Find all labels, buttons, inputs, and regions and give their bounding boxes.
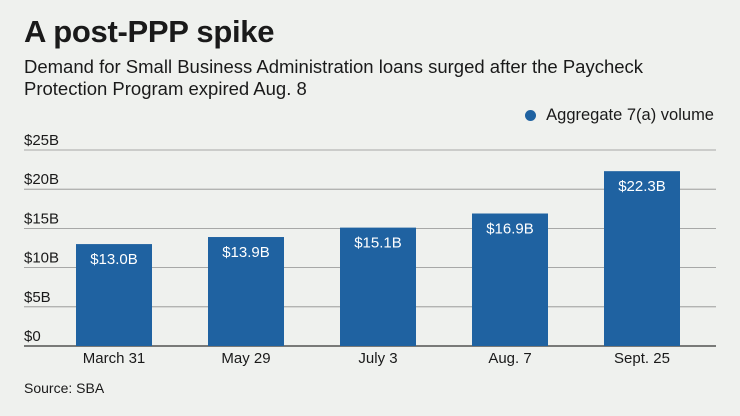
bar bbox=[604, 171, 680, 346]
bar bbox=[340, 227, 416, 346]
legend-marker bbox=[525, 110, 537, 121]
x-tick-label: Sept. 25 bbox=[614, 350, 670, 367]
data-label: $13.9B bbox=[222, 244, 270, 261]
bar bbox=[208, 237, 284, 346]
y-tick-label: $0 bbox=[24, 328, 41, 345]
y-tick-label: $5B bbox=[24, 289, 51, 306]
chart-title: A post-PPP spike bbox=[24, 14, 275, 49]
x-tick-label: Aug. 7 bbox=[488, 350, 531, 367]
data-label: $16.9B bbox=[486, 221, 534, 238]
chart-subtitle: Demand for Small Business Administration… bbox=[24, 56, 644, 99]
bar bbox=[76, 244, 152, 346]
legend-label: Aggregate 7(a) volume bbox=[546, 106, 714, 124]
bar bbox=[472, 213, 548, 346]
data-label: $15.1B bbox=[354, 235, 402, 252]
y-tick-label: $15B bbox=[24, 210, 59, 227]
y-tick-label: $25B bbox=[24, 132, 59, 149]
x-tick-label: May 29 bbox=[221, 350, 270, 367]
legend: Aggregate 7(a) volume bbox=[525, 106, 714, 125]
x-tick-label: March 31 bbox=[83, 350, 146, 367]
y-tick-label: $10B bbox=[24, 250, 59, 267]
y-tick-label: $20B bbox=[24, 171, 59, 188]
x-tick-label: July 3 bbox=[358, 350, 397, 367]
data-label: $22.3B bbox=[618, 178, 666, 195]
data-label: $13.0B bbox=[90, 251, 138, 268]
source-note: Source: SBA bbox=[24, 380, 105, 396]
